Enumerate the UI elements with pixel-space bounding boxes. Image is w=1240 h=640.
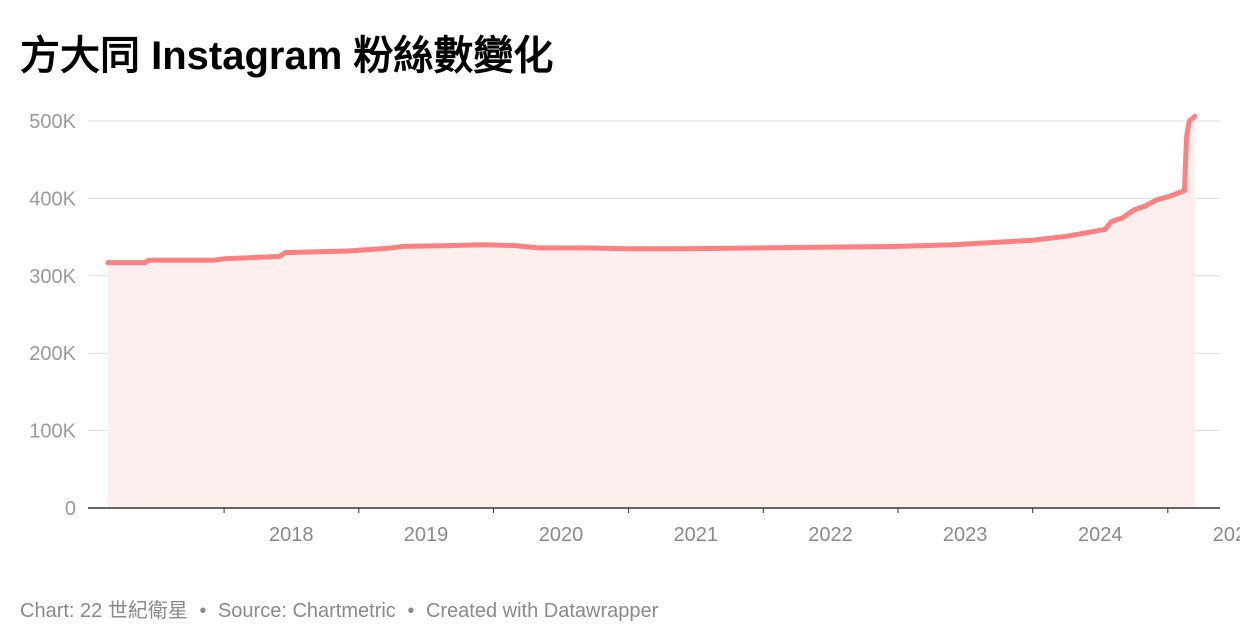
chart-credit: Chart: 22 世紀衛星	[20, 600, 188, 622]
chart-footer: Chart: 22 世紀衛星 • Source: Chartmetric • C…	[20, 594, 658, 623]
x-tick-label: 2020	[539, 524, 584, 546]
footer-separator: •	[199, 600, 207, 622]
x-tick-label: 2022	[808, 524, 853, 546]
chart-title: 方大同 Instagram 粉絲數變化	[20, 34, 554, 78]
y-tick-label: 200K	[29, 343, 76, 365]
y-tick-label: 500K	[29, 111, 76, 133]
x-axis	[88, 507, 1220, 513]
x-tick-label: 2021	[674, 524, 719, 546]
footer-separator: •	[407, 600, 415, 622]
series-line	[105, 113, 1198, 266]
area-fill-layer	[107, 116, 1195, 509]
created-with: Created with Datawrapper	[425, 600, 659, 622]
y-axis-labels: 0 100K 200K 300K 400K 500K	[29, 111, 76, 520]
x-tick-label: 2024	[1078, 524, 1123, 546]
y-tick-label: 300K	[29, 266, 76, 288]
x-tick-label: 2019	[404, 524, 449, 546]
x-axis-labels: 2018 2019 2020 2021 2022 2023 2024 2025	[269, 524, 1240, 546]
y-tick-label: 400K	[29, 188, 76, 210]
series-line-layer	[105, 113, 1198, 266]
y-tick-label: 100K	[29, 421, 76, 443]
x-tick-label: 2018	[269, 524, 314, 546]
y-tick-label: 0	[65, 498, 76, 520]
x-tick-label: 2025	[1213, 524, 1240, 546]
chart-source: Source: Chartmetric	[217, 600, 396, 622]
series-area	[107, 116, 1195, 509]
x-tick-label: 2023	[943, 524, 988, 546]
